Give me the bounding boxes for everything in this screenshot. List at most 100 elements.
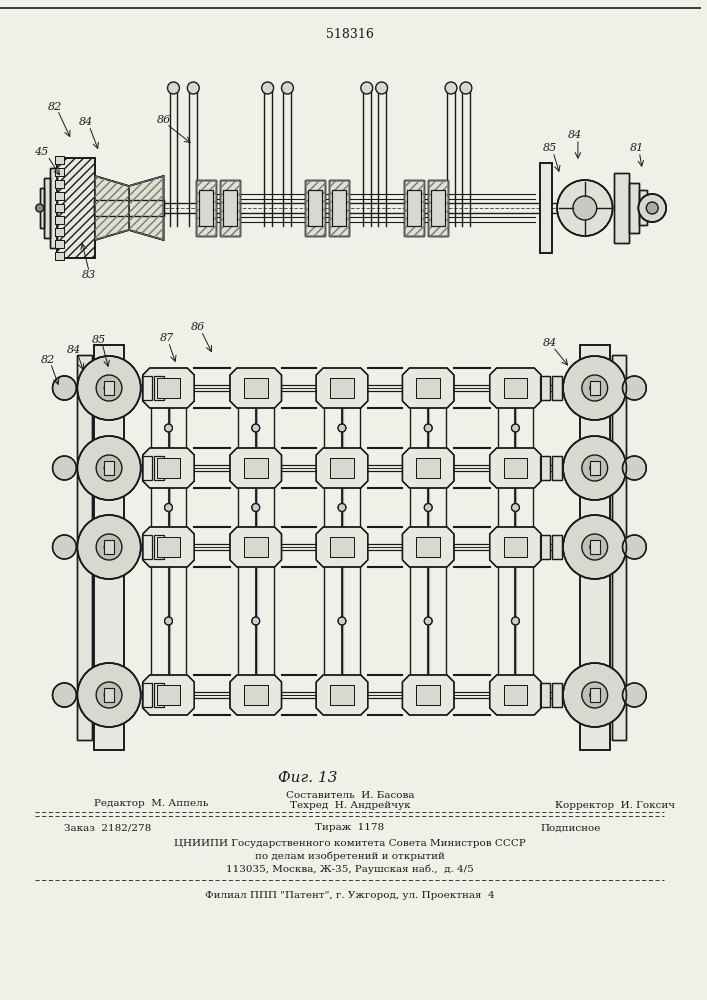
Bar [94,345,124,750]
Bar [552,683,562,707]
Bar [407,190,421,226]
Bar [54,240,64,248]
Bar [580,345,609,750]
Bar [629,183,639,233]
Circle shape [52,683,76,707]
Circle shape [582,455,607,481]
Bar [141,456,152,480]
Bar [503,458,527,478]
Circle shape [563,356,626,420]
Bar [153,535,163,559]
Bar [503,685,527,705]
Bar [540,456,550,480]
Circle shape [590,690,600,700]
Bar [157,458,180,478]
Bar [363,226,370,372]
Bar [54,204,64,212]
Bar [141,456,152,480]
Circle shape [281,82,293,94]
Text: 83: 83 [82,270,96,280]
Circle shape [96,682,122,708]
Bar [503,685,527,705]
Circle shape [338,424,346,432]
Bar [330,685,354,705]
Bar [540,163,552,253]
Bar [629,183,639,233]
Bar [141,376,152,400]
Polygon shape [316,368,368,408]
Bar [540,683,550,707]
Bar [404,180,424,236]
Bar [540,535,550,559]
Circle shape [165,504,173,512]
Bar [428,180,448,236]
Circle shape [252,424,259,432]
Bar [330,458,354,478]
Circle shape [252,504,259,512]
Bar [54,192,64,200]
Text: 85: 85 [543,143,557,153]
Circle shape [424,617,432,625]
Bar [54,180,64,188]
Polygon shape [95,176,129,240]
Circle shape [622,376,646,400]
Circle shape [460,82,472,94]
Bar [330,537,354,557]
Circle shape [563,436,626,500]
Bar [503,458,527,478]
Bar [199,190,213,226]
Text: 84: 84 [67,345,81,355]
Bar [378,226,385,372]
Circle shape [77,436,141,500]
Bar [552,376,562,400]
Bar [330,378,354,398]
Bar [244,378,268,398]
Bar [416,458,440,478]
Circle shape [187,82,199,94]
Bar [462,226,470,372]
Bar [40,188,44,228]
Polygon shape [402,368,454,408]
Bar [552,683,562,707]
Bar [590,461,600,475]
Circle shape [573,196,597,220]
Circle shape [622,535,646,559]
Polygon shape [402,675,454,715]
Bar [244,685,268,705]
Bar [416,378,440,398]
Circle shape [52,535,76,559]
Polygon shape [490,368,542,408]
Bar [94,345,124,750]
Bar [614,173,629,243]
Bar [428,180,448,236]
Polygon shape [143,675,194,715]
Circle shape [77,663,141,727]
Bar [49,168,57,248]
Circle shape [104,690,114,700]
Polygon shape [230,527,281,567]
Bar [431,190,445,226]
Bar [308,190,322,226]
Circle shape [622,683,646,707]
Bar [153,376,163,400]
Circle shape [52,456,76,480]
Polygon shape [490,675,542,715]
Bar [639,190,648,225]
Bar [104,461,114,475]
Bar [503,537,527,557]
Bar [330,685,354,705]
Bar [223,190,237,226]
Text: 45: 45 [35,147,49,157]
Bar [104,688,114,702]
Bar [639,190,648,225]
Circle shape [582,534,607,560]
Circle shape [338,504,346,512]
Polygon shape [129,176,163,240]
Bar [54,168,64,176]
Bar [94,200,163,216]
Bar [44,178,49,238]
Bar [141,376,152,400]
Bar [153,535,163,559]
Text: Филиал ППП "Патент", г. Ужгород, ул. Проектная  4: Филиал ППП "Патент", г. Ужгород, ул. Про… [205,890,495,900]
Bar [305,180,325,236]
